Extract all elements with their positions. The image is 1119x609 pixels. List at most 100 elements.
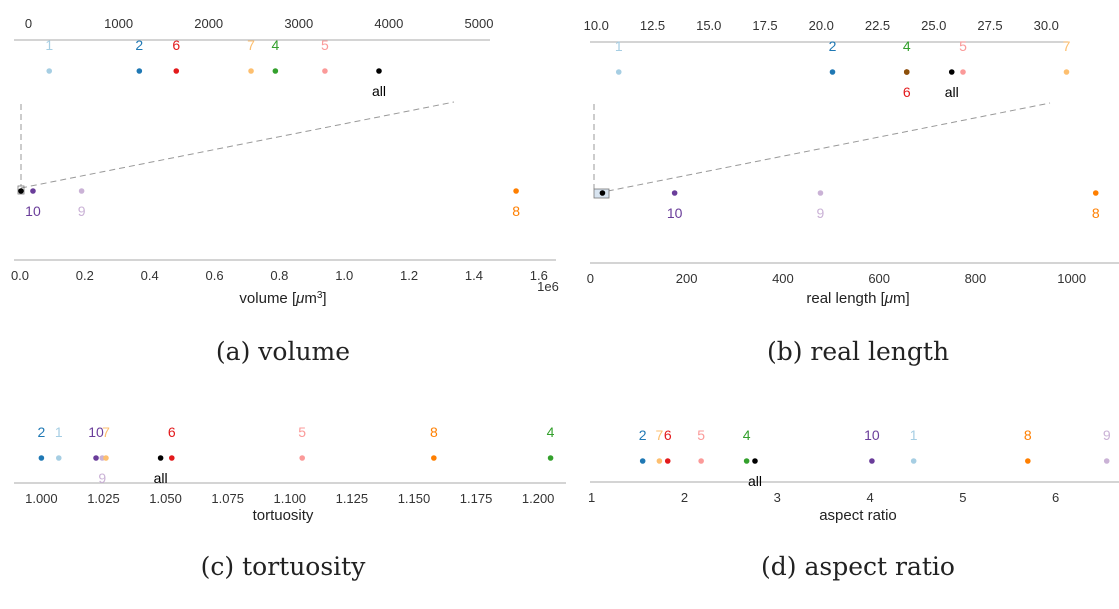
tortuosity-point [168, 455, 175, 461]
length-tick-label: 600 [868, 271, 890, 286]
aspect-point-label: 6 [664, 427, 672, 443]
volume-zoom-point-label: 6 [172, 37, 180, 53]
length-tick-label: 200 [676, 271, 698, 286]
xlabel-aspect-ratio: aspect ratio [819, 507, 897, 524]
length-tick-label: 400 [772, 271, 794, 286]
length-point-label: 10 [667, 205, 683, 221]
volume-tick-label: 0.0 [11, 268, 29, 283]
aspect-point-label: 9 [1103, 427, 1111, 443]
tortuosity-tick-label: 1.075 [211, 491, 244, 506]
axis-multiplier: 1e6 [537, 279, 559, 294]
volume-zoom-point [248, 68, 254, 74]
volume-zoom-point-label: 4 [271, 37, 279, 53]
aspect-point [910, 458, 917, 464]
length-tick-label: 0 [587, 271, 594, 286]
volume-zoom-point-label: 1 [45, 37, 53, 53]
volume-tick-label: 1.0 [335, 268, 353, 283]
tortuosity-point [299, 455, 305, 461]
aspect-point [639, 458, 646, 464]
volume-zoom-point [272, 68, 279, 74]
volume-point-label: 9 [78, 203, 86, 219]
length-tick-label: 800 [965, 271, 987, 286]
panel-volume: (a) volume volume [μm3] 1e6 0 1000 2000 300… [11, 16, 559, 366]
length-point [1092, 190, 1099, 196]
zoom-region-box [17, 185, 25, 195]
length-zoom-point-label: 6 [903, 84, 911, 100]
tortuosity-point [55, 455, 62, 461]
volume-point-label: 8 [512, 203, 520, 219]
length-zoom-point [829, 69, 836, 75]
aspect-point-label: 2 [639, 427, 647, 443]
length-zoom-point [1063, 69, 1070, 75]
tortuosity-point-label: 4 [547, 424, 555, 440]
aspect-point-label: 10 [864, 427, 880, 443]
volume-top-tick-label: 2000 [194, 16, 223, 31]
length-point-label: 8 [1092, 205, 1100, 221]
tortuosity-tick-label: 1.100 [274, 491, 307, 506]
volume-tick-label: 0.8 [270, 268, 288, 283]
length-point [817, 190, 824, 196]
tortuosity-tick-label: 1.125 [336, 491, 369, 506]
aspect-point-label: 8 [1024, 427, 1032, 443]
volume-point [513, 188, 519, 194]
tortuosity-point-label: 5 [298, 424, 306, 440]
volume-top-tick-label: 4000 [374, 16, 403, 31]
tortuosity-point-label: 10 [88, 424, 104, 440]
aspect-point [698, 458, 704, 464]
length-zoom-point-label: 7 [1063, 38, 1071, 54]
volume-tick-label: 1.4 [465, 268, 483, 283]
tortuosity-point [38, 455, 45, 461]
length-top-tick-label: 12.5 [640, 18, 665, 33]
tortuosity-tick-label: 1.000 [25, 491, 58, 506]
length-zoom-point [960, 69, 966, 75]
aspect-point [664, 458, 671, 464]
length-top-tick-label: 27.5 [977, 18, 1002, 33]
tortuosity-point [431, 455, 437, 461]
aspect-tick-label: 6 [1052, 490, 1059, 505]
zoom-connector-line [20, 101, 455, 189]
length-top-tick-label: 10.0 [584, 18, 609, 33]
aspect-point-label: 7 [655, 427, 663, 443]
tortuosity-point-label: 2 [37, 424, 45, 440]
length-zoom-point [615, 69, 622, 75]
aspect-point-label: 4 [743, 427, 751, 443]
tortuosity-point [103, 455, 109, 461]
tortuosity-point-label: all [154, 470, 168, 486]
aspect-point [752, 458, 758, 464]
volume-zoom-point [376, 68, 382, 74]
volume-point [78, 188, 85, 194]
volume-tick-label: 0.2 [76, 268, 94, 283]
aspect-tick-label: 2 [681, 490, 688, 505]
aspect-tick-label: 5 [959, 490, 966, 505]
aspect-point [743, 458, 750, 464]
aspect-point-label: 5 [697, 427, 705, 443]
length-zoom-point-label: 1 [615, 38, 623, 54]
volume-top-tick-label: 3000 [284, 16, 313, 31]
aspect-point [656, 458, 663, 464]
length-point [599, 190, 606, 196]
aspect-point [1103, 458, 1110, 464]
length-zoom-point [903, 69, 910, 75]
caption-aspect-ratio: (d) aspect ratio [761, 552, 955, 581]
volume-zoom-point [46, 68, 53, 74]
volume-point [30, 188, 36, 194]
length-top-tick-label: 25.0 [921, 18, 946, 33]
panel-real-length: (b) real length real length [μm] 10.0 12.… [584, 18, 1119, 366]
length-top-tick-label: 30.0 [1034, 18, 1059, 33]
volume-tick-label: 0.4 [141, 268, 159, 283]
volume-point-label: 10 [25, 203, 41, 219]
tortuosity-point-label: 7 [102, 424, 110, 440]
tortuosity-point [157, 455, 164, 461]
length-point [671, 190, 678, 196]
length-zoom-point-label: 2 [829, 38, 837, 54]
caption-volume: (a) volume [216, 337, 350, 366]
tortuosity-point [547, 455, 554, 461]
volume-top-tick-label: 0 [25, 16, 32, 31]
tortuosity-tick-label: 1.025 [87, 491, 120, 506]
volume-zoom-point-label: 7 [247, 37, 255, 53]
tortuosity-tick-label: 1.150 [398, 491, 431, 506]
tortuosity-tick-label: 1.175 [460, 491, 493, 506]
aspect-point-label: 1 [910, 427, 918, 443]
aspect-point-label: all [748, 473, 762, 489]
xlabel-volume: volume [μm3] [239, 290, 326, 308]
